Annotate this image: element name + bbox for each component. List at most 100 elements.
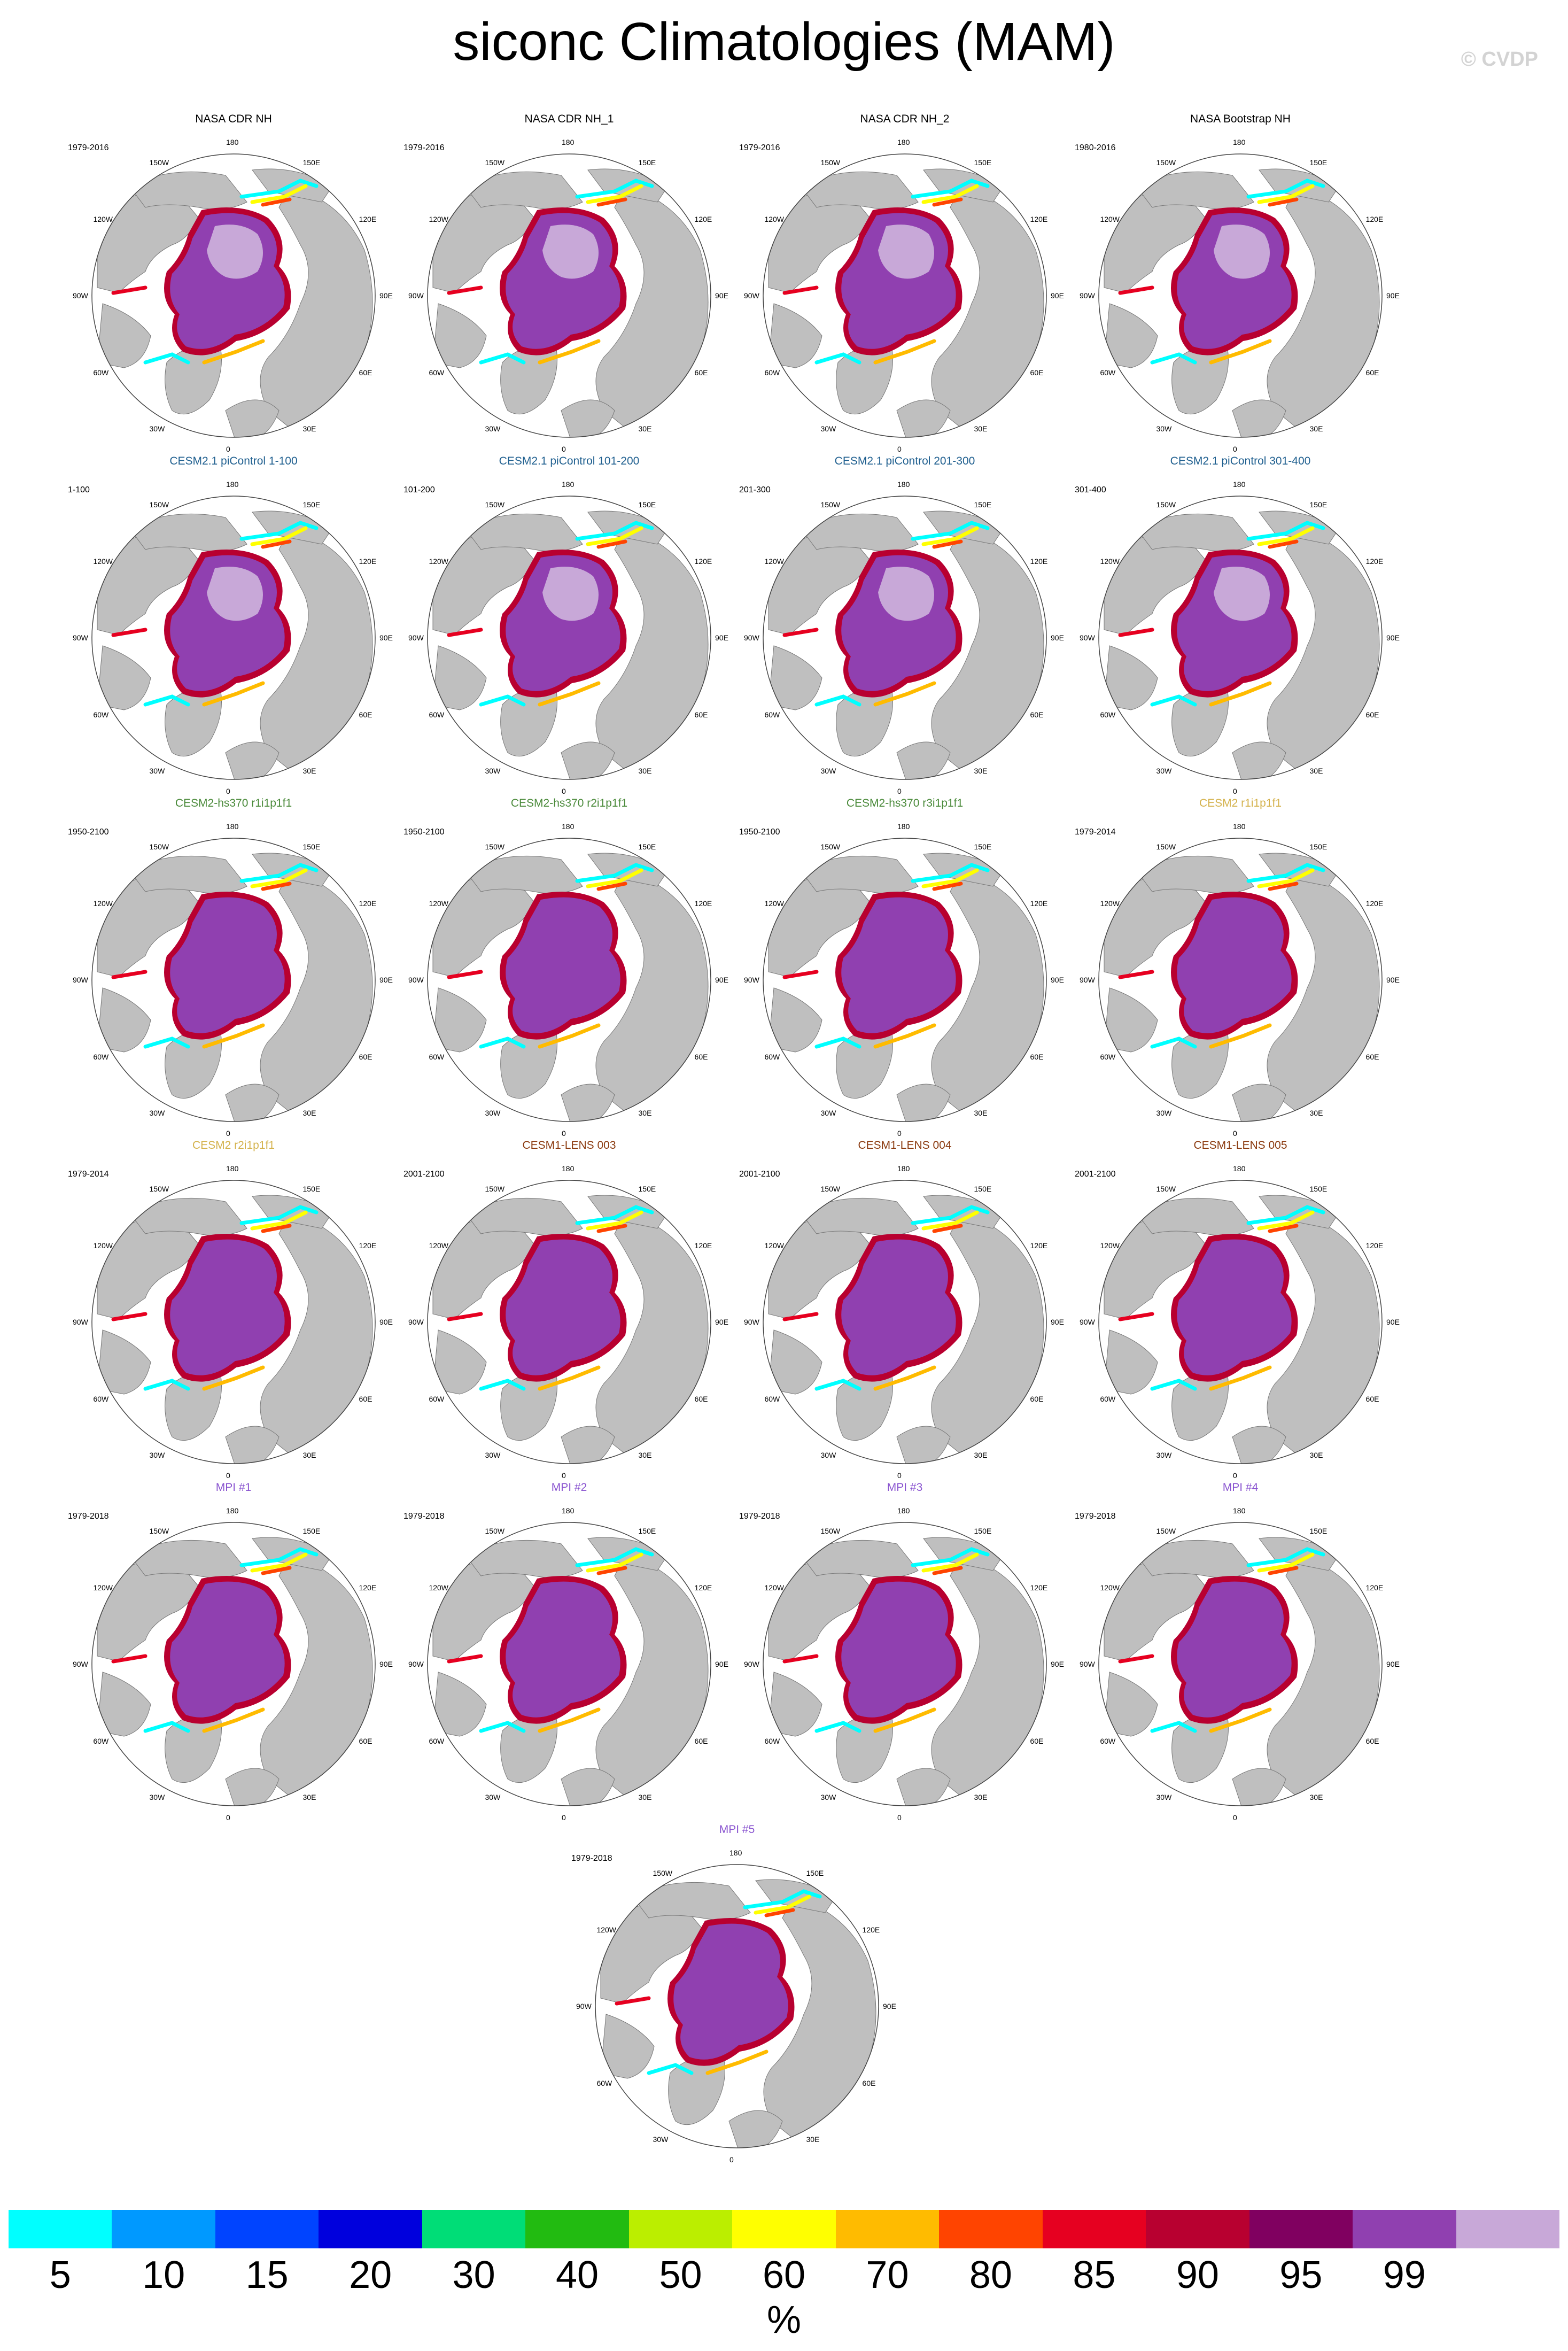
marginal-ice [239, 1205, 319, 1225]
longitude-label: 150W [485, 1185, 505, 1194]
panel-years: 1979-2014 [1075, 828, 1116, 837]
marginal-ice [743, 1889, 822, 1909]
polar-map [595, 1864, 879, 2148]
longitude-label: 120E [1365, 214, 1384, 223]
map-panel: CESM2 r1i1p1f1 1979-2014 180 150E 120E 90E 60E… [1072, 795, 1409, 1148]
map-boundary [763, 153, 1047, 438]
marginal-ice [143, 694, 190, 707]
longitude-label: 90E [379, 291, 393, 300]
longitude-label: 180 [562, 1506, 575, 1515]
colorbar-label: 95 [1279, 2254, 1323, 2296]
map-panel: CESM1-LENS 003 2001-2100 180 150E 120E 90E 60E… [401, 1138, 738, 1490]
longitude-label: 120E [1030, 899, 1048, 908]
land-mass [432, 987, 487, 1053]
longitude-label: 120W [93, 214, 113, 223]
longitude-label: 120E [694, 214, 712, 223]
marginal-ice [586, 1552, 643, 1573]
polar-map [91, 1180, 376, 1464]
land-mass [1232, 399, 1286, 437]
marginal-ice [911, 1205, 990, 1225]
longitude-label: 0 [897, 445, 902, 453]
map-panel: CESM2.1 piControl 201-300 201-300 180 150E 1… [736, 453, 1073, 806]
marginal-ice [873, 339, 936, 365]
panel-years: 101-200 [403, 485, 435, 494]
ice-interior [841, 1581, 956, 1718]
longitude-label: 60E [1030, 1736, 1044, 1745]
longitude-label: 60E [1030, 1052, 1044, 1061]
longitude-label: 150W [820, 1527, 841, 1536]
longitude-label: 0 [226, 1813, 230, 1822]
map-panel: MPI #2 1979-2018 180 150E 120E 90E 60E 30E 0 30W 6… [401, 1480, 738, 1832]
map-panel: MPI #5 1979-2018 180 150E 120E 90E 60E 30E 0 30W 6… [569, 1822, 905, 2175]
longitude-label: 60W [1100, 1394, 1116, 1403]
marginal-ice [479, 1379, 526, 1391]
longitude-label: 90W [1080, 291, 1095, 300]
marginal-ice [250, 184, 308, 204]
longitude-label: 90W [744, 1318, 759, 1326]
longitude-label: 60E [1030, 710, 1044, 719]
land-mass [1267, 185, 1380, 432]
colorbar-label: 85 [1073, 2254, 1116, 2296]
marginal-ice [1150, 694, 1197, 707]
longitude-label: 30W [485, 1792, 501, 1801]
longitude-label: 60E [1030, 368, 1044, 377]
longitude-label: 150W [485, 842, 505, 852]
panel-years: 1979-2018 [68, 1512, 109, 1521]
longitude-label: 0 [226, 1471, 230, 1480]
longitude-label: 60W [429, 368, 445, 377]
longitude-label: 90W [1080, 1318, 1095, 1326]
panel-title: CESM2.1 piControl 201-300 [834, 455, 975, 467]
marginal-ice [1246, 1205, 1325, 1225]
marginal-ice [575, 863, 654, 883]
longitude-label: 150E [302, 1185, 321, 1194]
longitude-label: 180 [1233, 1164, 1246, 1173]
longitude-label: 30W [149, 1108, 165, 1117]
colorbar-label: 40 [556, 2254, 599, 2296]
marginal-ice [575, 1205, 654, 1225]
longitude-label: 120E [1365, 1583, 1384, 1592]
longitude-label: 150W [1156, 1527, 1176, 1536]
longitude-label: 90W [576, 2002, 592, 2010]
colorbar-label: 99 [1383, 2254, 1426, 2296]
longitude-label: 60W [93, 1736, 109, 1745]
land-mass [1232, 1084, 1286, 1122]
longitude-label: 150E [1309, 1527, 1328, 1536]
longitude-label: 0 [1233, 1129, 1237, 1138]
longitude-label: 30E [302, 1108, 316, 1117]
polar-map [1098, 153, 1383, 438]
longitude-label: 120E [862, 1925, 880, 1934]
land-mass [896, 1426, 951, 1464]
longitude-label: 60E [359, 710, 372, 719]
longitude-label: 90E [715, 291, 728, 300]
polar-map [427, 1180, 711, 1464]
marginal-ice [1246, 1547, 1325, 1567]
longitude-label: 60W [1100, 1736, 1116, 1745]
longitude-label: 90E [715, 1660, 728, 1668]
longitude-label: 120E [359, 1241, 377, 1250]
panel-years: 1979-2016 [68, 143, 109, 152]
longitude-label: 60E [1365, 1394, 1379, 1403]
panel-title: MPI #1 [215, 1481, 252, 1494]
longitude-label: 120E [1365, 1241, 1384, 1250]
longitude-label: 90E [1386, 1660, 1400, 1668]
marginal-ice [261, 539, 292, 549]
longitude-label: 0 [562, 1129, 566, 1138]
longitude-label: 60E [359, 368, 372, 377]
marginal-ice [1209, 681, 1272, 707]
marginal-ice [1209, 1365, 1272, 1391]
longitude-label: 90W [1080, 976, 1095, 984]
panel-years: 1979-2016 [403, 143, 445, 152]
longitude-label: 120W [764, 556, 785, 566]
longitude-label: 60E [1365, 1736, 1379, 1745]
longitude-label: 180 [897, 822, 910, 831]
marginal-ice [479, 1721, 526, 1733]
longitude-label: 30E [638, 1450, 652, 1459]
panel-title: CESM2-hs370 r1i1p1f1 [175, 797, 292, 809]
longitude-label: 30W [820, 1450, 836, 1459]
map-panel: CESM1-LENS 005 2001-2100 180 150E 120E 90E 60E… [1072, 1138, 1409, 1490]
longitude-label: 90W [744, 976, 759, 984]
land-mass [595, 1212, 709, 1459]
longitude-label: 30W [149, 766, 165, 775]
longitude-label: 60E [359, 1736, 372, 1745]
longitude-label: 90W [73, 976, 88, 984]
